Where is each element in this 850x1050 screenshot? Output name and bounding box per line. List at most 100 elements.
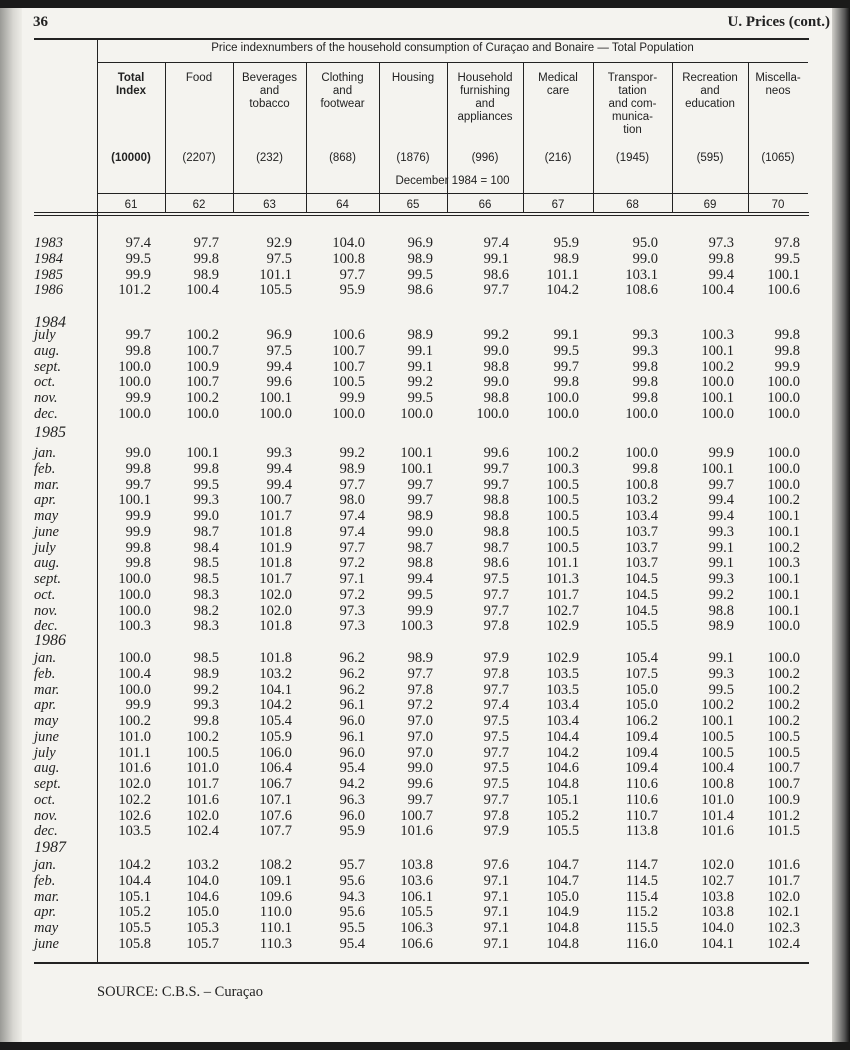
table-cell: 99.5 — [553, 342, 579, 359]
table-cell: 105.5 — [625, 618, 658, 635]
table-cell: 100.5 — [546, 476, 579, 493]
table-cell: 101.1 — [118, 744, 151, 761]
table-cell: 100.5 — [546, 508, 579, 524]
table-cell: 104.9 — [546, 904, 579, 921]
table-top-rule — [34, 38, 809, 40]
column-weight: (216) — [544, 152, 572, 164]
table-cell: 99.9 — [125, 697, 151, 714]
table-bottom-rule — [34, 962, 809, 964]
table-cell: 98.8 — [483, 508, 509, 524]
table-cell: 99.3 — [193, 492, 219, 509]
table-cell: 103.2 — [259, 665, 292, 682]
table-cell: 100.6 — [332, 327, 365, 343]
table-cell: 100.1 — [259, 390, 292, 406]
table-cell: 97.4 — [483, 235, 509, 251]
table-cell: 99.0 — [125, 445, 151, 461]
table-cell: 97.5 — [483, 760, 509, 777]
table-cell: 97.7 — [339, 476, 365, 493]
table-cell: 108.6 — [625, 282, 658, 299]
table-cell: 99.3 — [708, 571, 734, 587]
table-cell: 97.7 — [483, 602, 509, 619]
column-header-line: and — [700, 85, 720, 97]
table-cell: 97.2 — [407, 697, 433, 714]
table-cell: 115.2 — [625, 904, 658, 921]
table-cell: 102.0 — [259, 586, 292, 603]
table-cell: 103.4 — [546, 697, 579, 714]
table-cell: 100.0 — [186, 405, 219, 422]
table-cell: 99.3 — [708, 523, 734, 540]
column-header-line: Recreation — [682, 72, 738, 84]
table-cell: 102.9 — [546, 618, 579, 635]
table-cell: 110.1 — [259, 920, 292, 936]
column-header-line: and — [332, 85, 353, 97]
row-label: mar. — [34, 888, 60, 905]
column-weight: (868) — [329, 152, 356, 164]
page-edge — [832, 8, 850, 1042]
table-cell: 102.0 — [259, 602, 292, 619]
table-cell: 98.5 — [193, 571, 219, 587]
table-cell: 103.7 — [625, 539, 658, 556]
table-cell: 101.6 — [118, 760, 151, 777]
table-cell: 104.1 — [701, 935, 734, 952]
table-cell: 100.4 — [118, 665, 151, 682]
table-cell: 109.4 — [625, 744, 658, 761]
table-cell: 100.8 — [625, 476, 658, 493]
table-cell: 100.2 — [701, 697, 734, 714]
table-cell: 97.6 — [483, 857, 509, 873]
table-cell: 99.9 — [774, 358, 800, 375]
table-cell: 98.3 — [193, 586, 219, 603]
column-header-line: Medical — [538, 72, 578, 84]
table-cell: 97.7 — [483, 681, 509, 698]
table-cell: 114.7 — [625, 857, 658, 873]
table-cell: 99.1 — [708, 555, 734, 572]
table-cell: 99.9 — [708, 445, 734, 461]
table-cell: 100.0 — [767, 618, 800, 635]
row-label: oct. — [34, 374, 56, 391]
table-cell: 97.8 — [407, 681, 433, 698]
table-cell: 102.6 — [118, 807, 151, 824]
column-header-line: Housing — [391, 72, 435, 84]
table-cell: 98.7 — [483, 539, 509, 556]
table-cell: 100.1 — [767, 266, 800, 283]
table-cell: 96.2 — [339, 650, 365, 666]
table-cell: 103.2 — [625, 492, 658, 509]
table-cell: 99.3 — [632, 327, 658, 343]
table-cell: 95.6 — [339, 904, 365, 921]
table-cell: 98.6 — [483, 555, 509, 572]
column-header-line: Total — [117, 72, 145, 84]
table-cell: 99.4 — [266, 460, 292, 477]
table-cell: 97.5 — [266, 342, 292, 359]
table-cell: 96.2 — [339, 681, 365, 698]
table-cell: 100.6 — [767, 282, 800, 299]
row-label: june — [34, 523, 59, 540]
table-cell: 98.5 — [193, 650, 219, 666]
column-header: Miscella-neos — [748, 72, 808, 98]
column-header-line: Food — [185, 72, 213, 84]
table-cell: 95.4 — [339, 935, 365, 952]
table-cell: 100.7 — [400, 807, 433, 824]
table-cell: 97.9 — [483, 650, 509, 666]
column-header-line: footwear — [320, 98, 365, 110]
table-cell: 99.5 — [125, 250, 151, 267]
table-cell: 94.2 — [339, 776, 365, 792]
column-number: 65 — [406, 199, 420, 211]
table-cell: 99.9 — [125, 390, 151, 406]
table-cell: 97.5 — [483, 776, 509, 792]
table-cell: 104.4 — [546, 728, 579, 745]
table-cell: 97.7 — [339, 539, 365, 556]
table-cell: 100.1 — [767, 602, 800, 619]
column-divider — [672, 62, 673, 193]
table-cell: 100.0 — [259, 405, 292, 422]
header-rule — [97, 62, 808, 63]
table-cell: 97.2 — [339, 586, 365, 603]
table-cell: 101.6 — [400, 823, 433, 840]
table-cell: 99.8 — [125, 555, 151, 572]
table-cell: 100.0 — [767, 460, 800, 477]
column-header-line: munica- — [612, 111, 653, 123]
column-header-line: and — [475, 98, 495, 110]
table-cell: 97.1 — [483, 904, 509, 921]
table-cell: 106.2 — [625, 713, 658, 729]
table-cell: 99.8 — [774, 327, 800, 343]
table-cell: 97.7 — [483, 744, 509, 761]
table-cell: 100.0 — [767, 390, 800, 406]
